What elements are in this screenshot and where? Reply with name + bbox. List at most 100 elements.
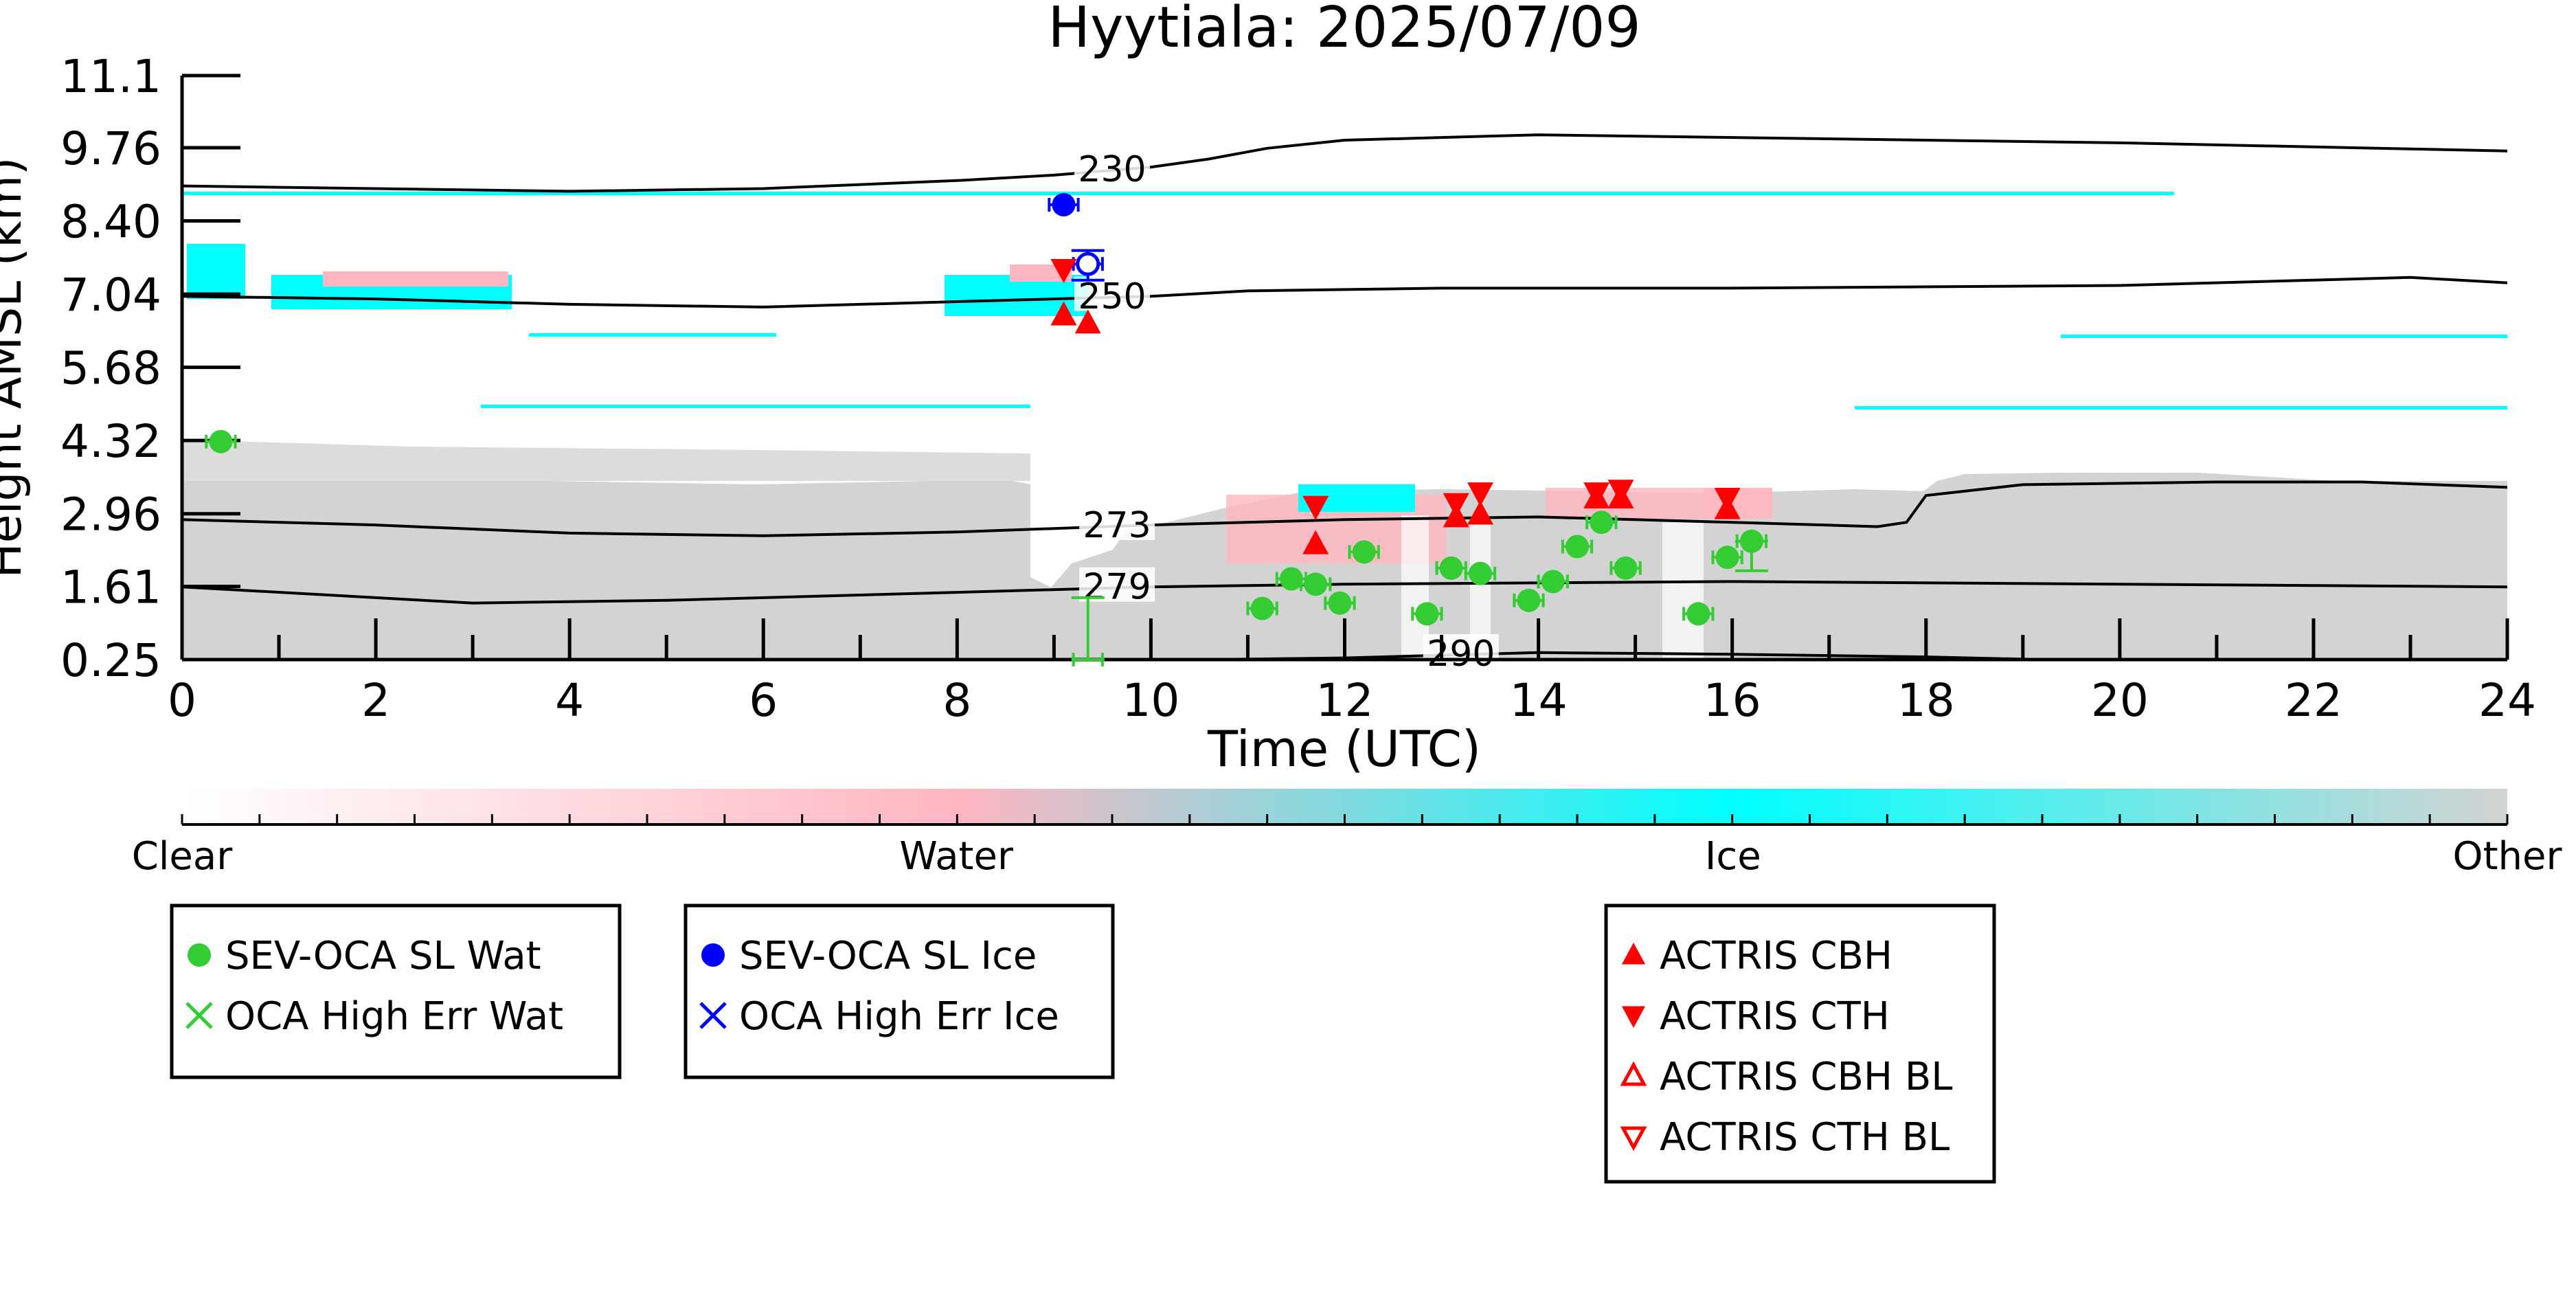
actris-cbh-marker-4 <box>1467 500 1493 525</box>
y-tick-label-2: 2.96 <box>60 489 161 541</box>
contour-label-bg-230 <box>1074 149 1150 184</box>
sev-oca-water-point-8 <box>1435 556 1467 580</box>
x-tick-label-12: 24 <box>2478 674 2536 727</box>
colorbar-label-other: Other <box>2452 834 2562 879</box>
y-tick-label-1: 1.61 <box>60 561 161 614</box>
sev-oca-water-point-1 <box>1071 596 1105 666</box>
other-region <box>182 473 2507 660</box>
contour-label-bg-250 <box>1074 276 1150 311</box>
sev-oca-water-point-7 <box>1411 602 1443 626</box>
water-cloud-low-3 <box>1704 488 1772 515</box>
contour-label-279: 279 <box>1083 567 1151 608</box>
contour-label-250: 250 <box>1078 276 1146 317</box>
actris-cbh-marker-0 <box>1050 301 1077 326</box>
x-tick-label-8: 16 <box>1704 674 1761 727</box>
contour-230 <box>182 133 2507 193</box>
contour-labels: 230 250 273 279 290 <box>1074 149 1499 675</box>
colorbar-labels: Clear Water Ice Other <box>132 834 2563 879</box>
sev-oca-water-marker-16 <box>1715 546 1739 570</box>
contour-279 <box>182 580 2507 605</box>
sev-oca-water-point-14 <box>1609 556 1642 580</box>
sev-oca-water-point-11 <box>1537 570 1569 594</box>
contour-273 <box>182 480 2507 537</box>
legend-marker-x <box>699 1002 727 1029</box>
sev-oca-water-marker-6 <box>1352 540 1376 564</box>
sev-oca-water-point-9 <box>1464 561 1497 585</box>
sev-oca-water-point-13 <box>1585 510 1618 535</box>
x-tick-label-2: 4 <box>555 674 584 727</box>
sev-oca-water-point-5 <box>1324 591 1356 615</box>
colorbar-ticks <box>181 814 2509 824</box>
sev-oca-water-marker-5 <box>1328 591 1352 615</box>
x-ticks: 0 2 4 6 8 10 12 14 16 18 20 22 24 <box>168 618 2536 727</box>
sev-oca-water-marker-4 <box>1304 572 1328 596</box>
sev-oca-water-point-12 <box>1561 535 1594 559</box>
phase-field <box>182 192 2507 660</box>
legend-label-2-3: ACTRIS CTH BL <box>1660 1115 1950 1160</box>
sev-oca-water-marker-11 <box>1541 570 1565 594</box>
actris-cth-marker-6 <box>1714 487 1741 512</box>
actris-cth-marker-3 <box>1467 482 1493 507</box>
legend-label-2-2: ACTRIS CBH BL <box>1660 1055 1952 1099</box>
legend-marker-dot <box>188 943 211 967</box>
legend-label-1-0: SEV-OCA SL Ice <box>739 934 1037 978</box>
legend-marker-x <box>185 1002 213 1029</box>
x-tick-label-3: 6 <box>749 674 778 727</box>
ice-thin-layer-2 <box>529 333 776 337</box>
legend-marker-tri-up-open <box>1620 1061 1647 1086</box>
other-region-sparse <box>182 440 1030 481</box>
actris-cth-marker-0 <box>1050 259 1077 284</box>
y-tick-label-8: 11.1 <box>60 50 161 103</box>
actris-cth-marker-4 <box>1583 482 1610 507</box>
y-tick-label-7: 9.76 <box>60 122 161 175</box>
sev-oca-water-marker-15 <box>1686 602 1710 626</box>
y-axis-label: Height AMSL (km) <box>0 157 32 579</box>
x-tick-label-5: 10 <box>1122 674 1179 727</box>
colorbar-label-water: Water <box>899 834 1014 879</box>
legend-label-0-1: OCA High Err Wat <box>225 994 563 1039</box>
actris-cth-marker-2 <box>1443 493 1469 517</box>
legend-marker-tri-down <box>1621 1006 1646 1028</box>
y-tick-label-0: 0.25 <box>60 634 161 687</box>
legend-marker-tri-up <box>1621 943 1646 965</box>
sev-oca-water-point-6 <box>1348 540 1380 564</box>
x-tick-label-10: 20 <box>2091 674 2149 727</box>
data-markers <box>205 193 1768 666</box>
sev-oca-water-marker-17 <box>1739 529 1763 553</box>
x-axis-label: Time (UTC) <box>1207 720 1481 778</box>
sev-oca-ice-marker-0 <box>1052 193 1076 217</box>
legend-frame-2 <box>1604 903 1996 1184</box>
sev-oca-water-point-17 <box>1735 529 1768 572</box>
actris-cbh-marker-1 <box>1074 309 1101 334</box>
actris-cth-marker-1 <box>1302 495 1329 520</box>
legend-frame-0 <box>170 903 622 1079</box>
sev-oca-water-marker-0 <box>209 429 233 453</box>
x-tick-label-0: 0 <box>168 674 196 727</box>
sev-oca-ice-point-0 <box>1048 193 1080 217</box>
contour-label-bg-279 <box>1079 567 1155 602</box>
contour-label-230: 230 <box>1078 149 1146 190</box>
ice-thin-layer-5 <box>1855 406 2507 409</box>
sev-oca-water-point-10 <box>1513 588 1545 612</box>
legend-label-2-1: ACTRIS CTH <box>1660 994 1890 1039</box>
clear-gap-3 <box>1662 522 1704 660</box>
ice-thin-layer-3 <box>2061 335 2507 338</box>
x-tick-label-4: 8 <box>942 674 971 727</box>
temperature-contours <box>182 133 2507 660</box>
legend-0: SEV-OCA SL Wat OCA High Err Wat <box>170 903 622 1079</box>
y-tick-label-5: 7.04 <box>60 269 161 322</box>
x-tick-label-11: 22 <box>2285 674 2342 727</box>
colorbar-label-clear: Clear <box>132 834 233 879</box>
colorbar-label-ice: Ice <box>1705 834 1761 879</box>
y-tick-label-3: 4.32 <box>60 415 161 468</box>
sev-oca-water-point-4 <box>1300 572 1332 596</box>
actris-cbh-marker-2 <box>1302 530 1329 554</box>
legend-label-2-0: ACTRIS CBH <box>1660 934 1893 978</box>
y-tick-label-4: 5.68 <box>60 342 161 395</box>
sev-oca-water-marker-2 <box>1250 596 1274 620</box>
sev-oca-water-point-15 <box>1682 602 1715 626</box>
colorbar: Clear Water Ice Other <box>132 789 2563 879</box>
ice-cloud-left <box>187 244 245 299</box>
sev-oca-water-marker-7 <box>1415 602 1439 626</box>
